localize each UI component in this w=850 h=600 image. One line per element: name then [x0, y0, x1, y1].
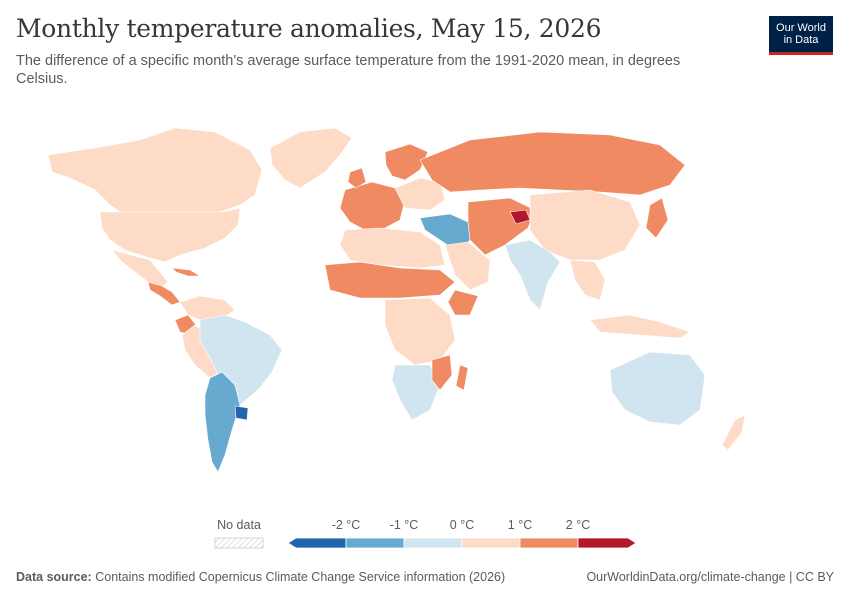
chart-subtitle: The difference of a specific month's ave… [16, 53, 681, 87]
region-madagascar[interactable] [455, 364, 469, 391]
color-legend: No data -2 °C -1 °C 0 °C 1 °C 2 °C [200, 512, 660, 557]
region-western-europe[interactable] [339, 181, 406, 231]
legend-bin[interactable] [345, 537, 405, 549]
legend-tick-label: 1 °C [508, 518, 532, 532]
data-source-text: Contains modified Copernicus Climate Cha… [95, 570, 506, 584]
region-greenland[interactable] [269, 127, 353, 189]
region-northern-africa[interactable] [339, 227, 446, 269]
legend-no-data-swatch [214, 537, 264, 549]
region-arabia[interactable] [444, 241, 491, 291]
region-scandinavia[interactable] [384, 143, 429, 181]
region-australia[interactable] [609, 351, 706, 426]
legend-bin[interactable] [403, 537, 463, 549]
region-caribbean[interactable] [171, 267, 201, 277]
region-horn-of-africa[interactable] [447, 289, 479, 316]
region-japan[interactable] [645, 197, 669, 239]
region-united-states[interactable] [99, 207, 241, 263]
region-uk[interactable] [347, 167, 367, 189]
data-source-label: Data source: [16, 570, 92, 584]
footer: Data source: Contains modified Copernicu… [16, 570, 834, 584]
legend-bin[interactable] [577, 537, 637, 549]
region-colombia-venezuela[interactable] [179, 295, 236, 321]
region-southern-africa[interactable] [391, 364, 441, 421]
logo-line-1: Our World [776, 22, 826, 34]
region-central-america[interactable] [147, 281, 181, 306]
legend-svg: No data -2 °C -1 °C 0 °C 1 °C 2 °C [214, 518, 637, 549]
legend-bin[interactable] [461, 537, 521, 549]
legend-no-data-label: No data [217, 518, 261, 532]
world-map-svg [47, 127, 746, 473]
region-russia[interactable] [419, 131, 686, 196]
legend-tick-label: -1 °C [390, 518, 419, 532]
region-sahel[interactable] [324, 261, 456, 299]
region-argentina-chile[interactable] [204, 371, 241, 473]
legend-tick-label: 0 °C [450, 518, 474, 532]
legend-tick-label: -2 °C [332, 518, 361, 532]
region-india[interactable] [504, 239, 561, 311]
region-brazil[interactable] [199, 314, 283, 406]
legend-bin[interactable] [287, 537, 347, 549]
license-link[interactable]: OurWorldinData.org/climate-change | CC B… [586, 570, 834, 584]
region-new-zealand[interactable] [721, 414, 746, 451]
region-china-mongolia[interactable] [529, 189, 641, 261]
data-source: Data source: Contains modified Copernicu… [16, 570, 505, 584]
region-eastern-europe[interactable] [394, 177, 446, 211]
region-central-africa[interactable] [384, 297, 456, 366]
region-uruguay[interactable] [234, 405, 249, 421]
owid-logo[interactable]: Our World in Data [769, 16, 833, 55]
logo-line-2: in Data [783, 34, 819, 46]
world-map [0, 110, 850, 510]
chart-title: Monthly temperature anomalies, May 15, 2… [16, 14, 602, 43]
region-indonesia[interactable] [589, 314, 691, 339]
legend-bin[interactable] [519, 537, 579, 549]
legend-tick-label: 2 °C [566, 518, 590, 532]
region-southeast-asia[interactable] [569, 259, 606, 301]
region-mozambique[interactable] [431, 354, 453, 391]
region-canada-alaska[interactable] [47, 127, 263, 213]
